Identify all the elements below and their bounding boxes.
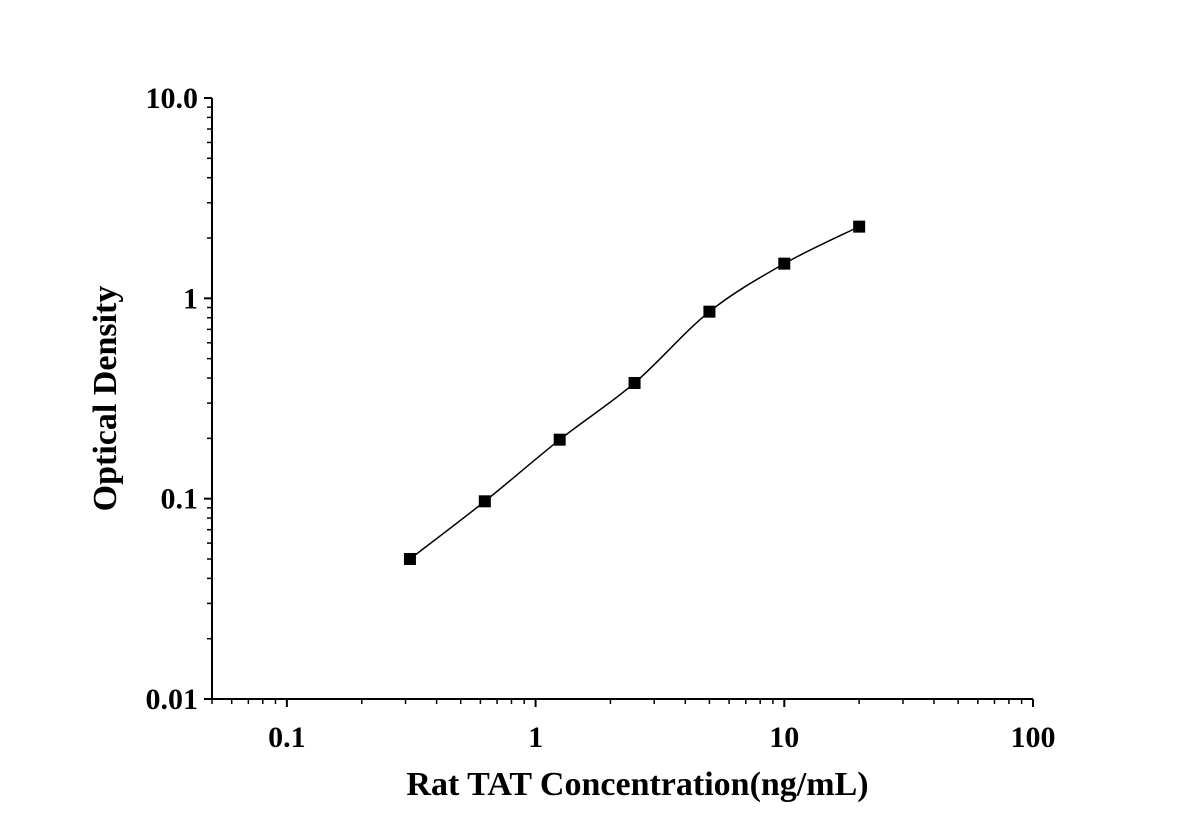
data-point-marker <box>553 433 566 446</box>
data-point-marker <box>403 552 416 565</box>
y-tick-labels: 0.01 0.1 1 10.0 <box>146 82 199 716</box>
series-layer <box>409 225 860 560</box>
data-point-marker <box>853 220 866 233</box>
x-axis-title: Rat TAT Concentration(ng/mL) <box>406 766 868 803</box>
x-tick-label: 100 <box>1011 721 1056 754</box>
fit-curve-line <box>409 225 860 560</box>
x-tick-labels: 0.1 1 10 100 <box>268 721 1055 754</box>
x-tick-label: 10 <box>769 721 799 754</box>
y-tick-label: 0.01 <box>146 683 199 716</box>
x-tick-label: 1 <box>528 721 543 754</box>
x-tick-label: 0.1 <box>268 721 306 754</box>
y-axis-title: Optical Density <box>87 286 124 512</box>
data-point-marker <box>703 305 716 318</box>
y-tick-label: 10.0 <box>146 82 199 115</box>
data-point-marker <box>628 376 641 389</box>
plot-axes <box>211 98 1033 700</box>
data-point-marker <box>478 495 491 508</box>
y-tick-label: 1 <box>183 282 198 315</box>
data-points <box>403 220 866 565</box>
y-tick-label: 0.1 <box>161 483 199 516</box>
data-point-marker <box>778 257 791 270</box>
axis-ticks <box>204 97 1034 707</box>
